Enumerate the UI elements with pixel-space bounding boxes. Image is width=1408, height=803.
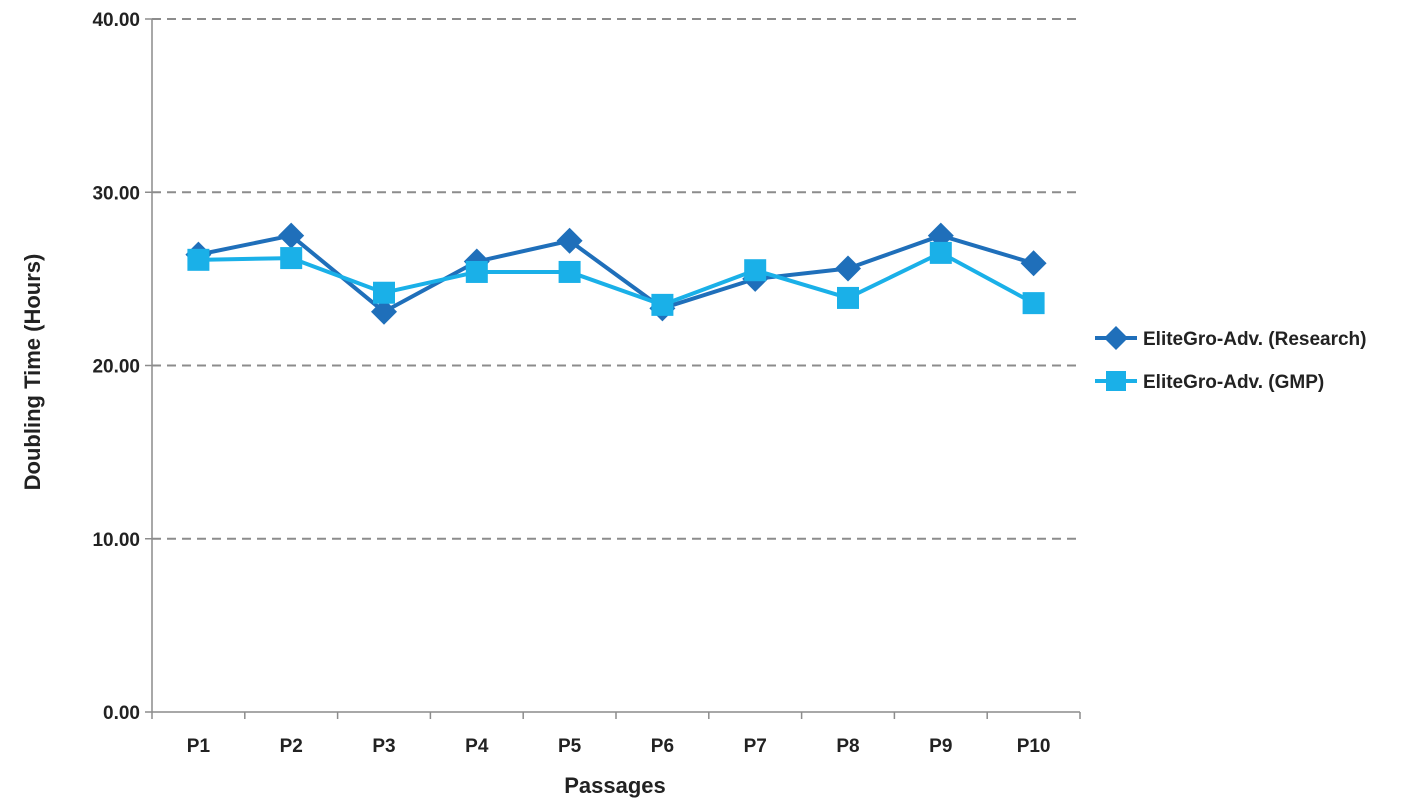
y-tick-label: 10.00 [92, 530, 140, 551]
y-tick-labels: 0.00 10.00 20.00 30.00 40.00 [92, 10, 140, 724]
x-tick-label: P10 [1017, 736, 1051, 757]
square-marker [744, 259, 767, 282]
x-tick-label: P3 [372, 736, 395, 757]
x-tick-label: P6 [651, 736, 674, 757]
x-tick-label: P7 [744, 736, 767, 757]
x-tick-label: P1 [187, 736, 211, 757]
diamond-marker [1020, 250, 1047, 277]
square-marker [837, 286, 859, 309]
series-line [198, 250, 1035, 307]
square-marker [651, 293, 674, 316]
square-marker [465, 260, 488, 283]
x-tick-label: P8 [836, 736, 859, 757]
series-1 [185, 222, 1047, 325]
diamond-marker [835, 255, 861, 282]
square-marker [280, 247, 303, 270]
diamond-marker [371, 298, 397, 325]
square-marker [558, 260, 581, 283]
square-marker [187, 248, 210, 271]
diamond-marker [1104, 326, 1128, 350]
square-marker [929, 241, 952, 264]
square-marker [373, 281, 395, 304]
x-tick-labels: P1 P2 P3 P4 P5 P6 P7 P8 P9 P10 [187, 736, 1051, 757]
gridlines [145, 18, 1081, 719]
diamond-marker [278, 222, 305, 249]
y-axis-title: Doubling Time (Hours) [20, 254, 45, 491]
series-line [197, 233, 1035, 314]
x-tick-label: P5 [558, 736, 582, 757]
x-tick-label: P2 [280, 736, 303, 757]
x-tick-label: P4 [465, 736, 489, 757]
y-tick-label: 40.00 [92, 10, 140, 31]
legend: EliteGro-Adv. (Research) EliteGro-Adv. (G… [1095, 326, 1366, 393]
y-tick-label: 20.00 [92, 357, 140, 378]
x-axis-title: Passages [564, 773, 666, 798]
series-lines [185, 222, 1047, 325]
x-tick-label: P9 [929, 736, 952, 757]
y-tick-label: 0.00 [103, 703, 140, 724]
square-marker [1106, 371, 1126, 391]
legend-label: EliteGro-Adv. (Research) [1143, 329, 1366, 350]
y-tick-label: 30.00 [92, 183, 140, 204]
legend-item: EliteGro-Adv. (Research) [1095, 326, 1366, 350]
axes [151, 19, 1080, 713]
legend-label: EliteGro-Adv. (GMP) [1143, 372, 1324, 393]
series-2 [187, 241, 1045, 316]
square-marker [1022, 292, 1045, 315]
diamond-marker [556, 227, 583, 254]
legend-item: EliteGro-Adv. (GMP) [1095, 371, 1324, 393]
